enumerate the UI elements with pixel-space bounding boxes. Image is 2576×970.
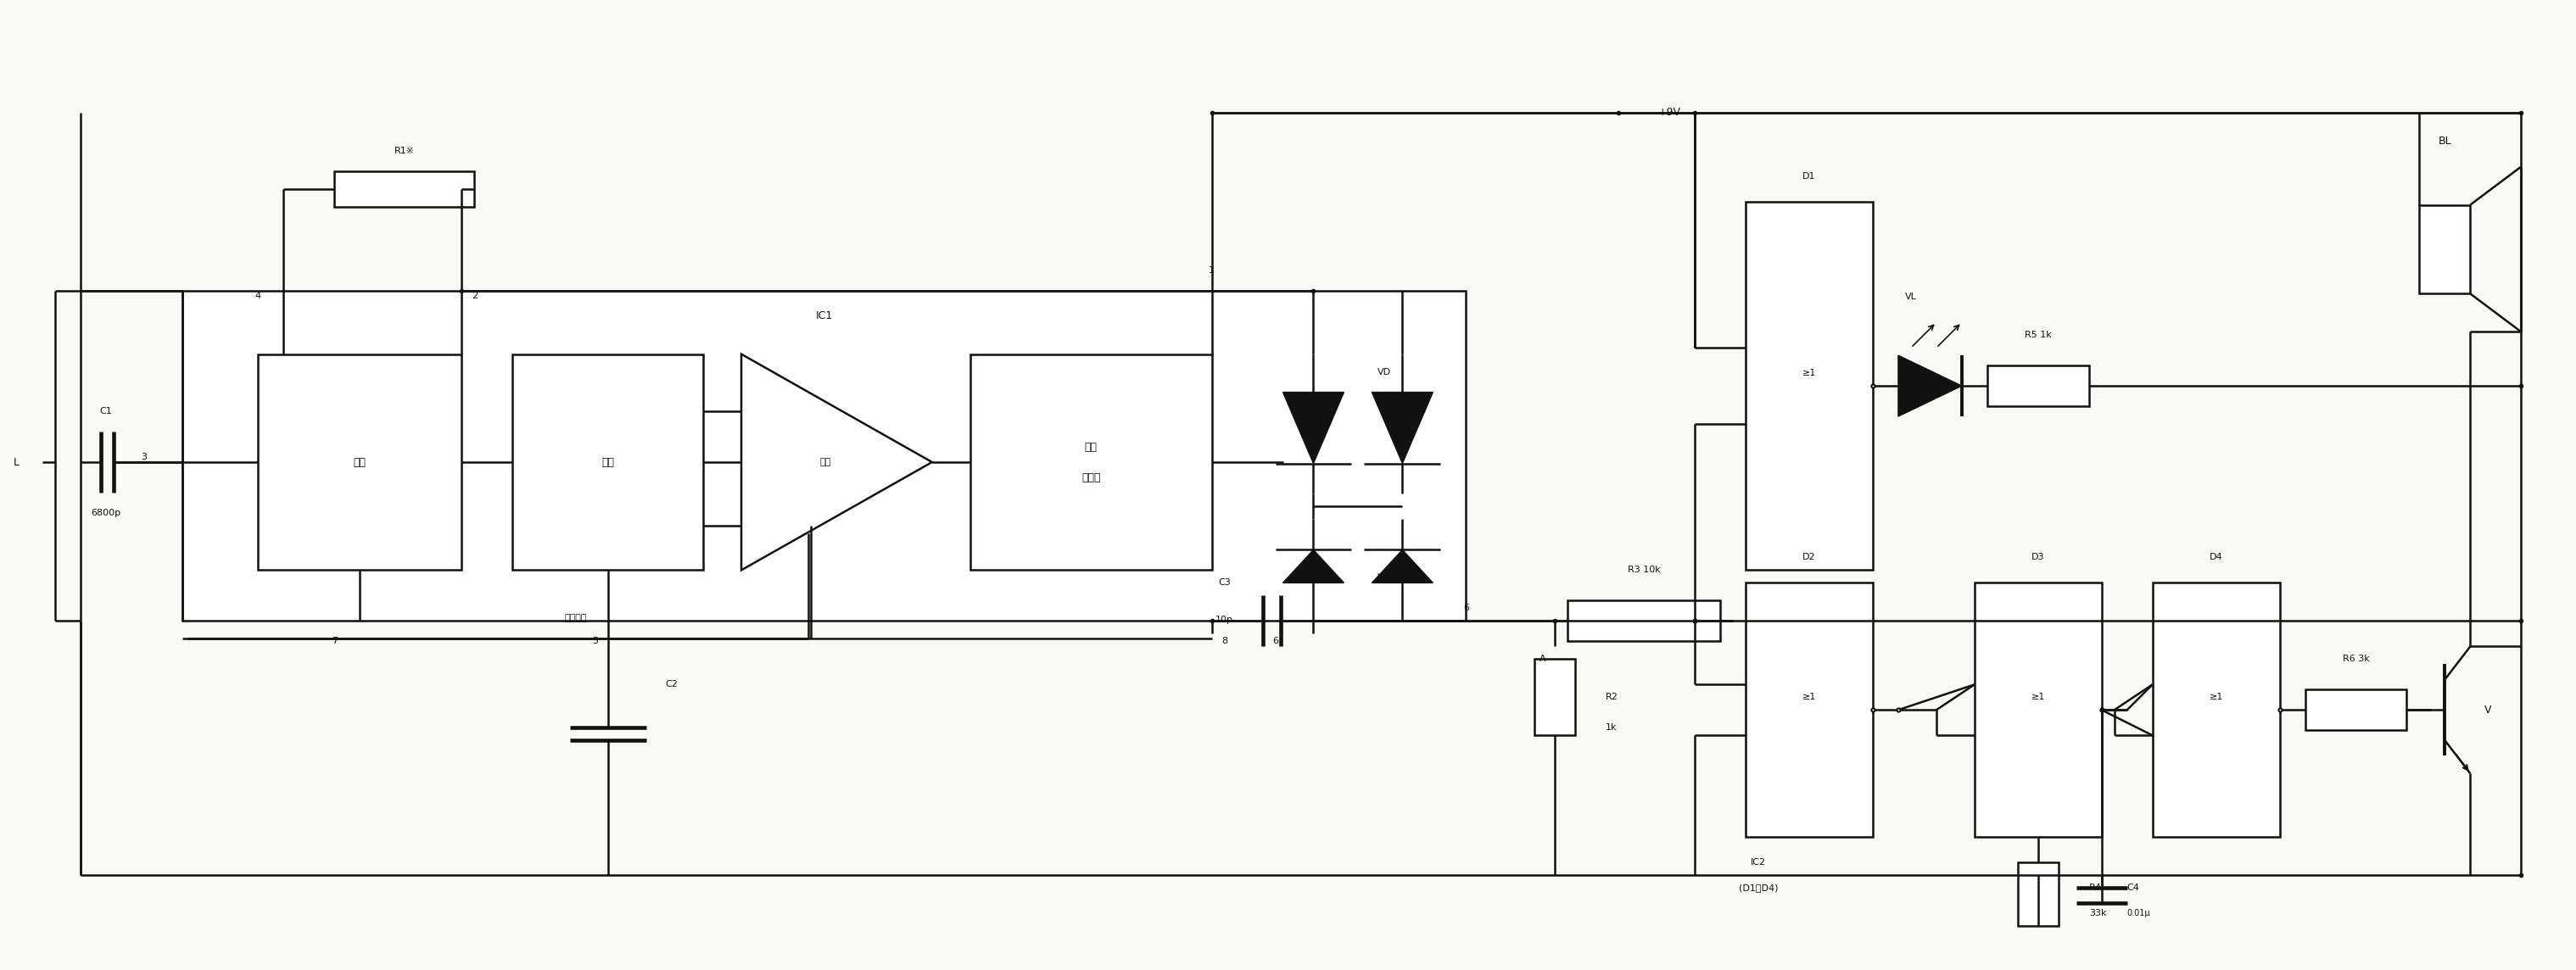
Polygon shape [1283,392,1345,464]
Text: 8: 8 [1221,637,1226,646]
Text: 6800p: 6800p [90,508,121,517]
Text: ≥1: ≥1 [1803,369,1816,377]
Text: 检波: 检波 [600,457,613,468]
Bar [183,291,1466,621]
Text: C3: C3 [1218,579,1231,587]
Text: 33k: 33k [2089,909,2107,918]
Text: VD: VD [1378,368,1391,376]
Text: D1: D1 [1803,172,1816,180]
Text: 振荡: 振荡 [353,457,366,468]
Text: 2: 2 [471,291,477,300]
Bar [1535,659,1577,735]
Text: A: A [1538,655,1546,663]
Bar [258,354,461,570]
Bar [1747,202,1873,570]
Text: R6 3k: R6 3k [2342,655,2370,663]
Text: IC1: IC1 [817,310,832,321]
Text: R4: R4 [2089,884,2102,892]
Text: IC2: IC2 [1752,858,1767,866]
Bar [1986,366,2089,406]
Text: C2: C2 [665,680,677,689]
Bar [971,354,1211,570]
Text: (D1～D4): (D1～D4) [1739,884,1777,892]
Text: C1: C1 [100,407,111,415]
Text: 内部基准: 内部基准 [564,614,587,623]
Bar [1747,583,1873,837]
Text: +9V: +9V [1659,107,1682,118]
Text: 0.01μ: 0.01μ [2128,909,2151,918]
Text: 10p: 10p [1216,616,1234,625]
Text: ≥1: ≥1 [2030,693,2045,701]
Text: R1※: R1※ [394,146,415,155]
Text: 5: 5 [592,637,598,646]
Text: V: V [2483,704,2491,716]
Bar [2306,690,2406,730]
Text: 恒流源: 恒流源 [1082,471,1100,483]
Bar [2419,205,2470,294]
Text: R3 10k: R3 10k [1628,566,1662,574]
Bar [513,354,703,570]
Bar [1569,600,1721,641]
Polygon shape [1283,550,1345,583]
Text: 1: 1 [1208,266,1216,275]
Text: 比较: 比较 [819,458,832,467]
Polygon shape [1373,392,1432,464]
Text: R2: R2 [1605,693,1618,701]
Bar [1976,583,2102,837]
Bar [335,171,474,207]
Text: 6: 6 [1273,637,1278,646]
Text: 4: 4 [255,291,260,300]
Text: D2: D2 [1803,553,1816,562]
Text: R5 1k: R5 1k [2025,331,2050,340]
Text: C4: C4 [2128,884,2141,892]
Text: D4: D4 [2210,553,2223,562]
Text: BL: BL [2439,136,2452,146]
Polygon shape [1373,550,1432,583]
Text: 3: 3 [142,453,147,462]
Text: 1k: 1k [1605,724,1618,732]
Polygon shape [1899,355,1963,416]
Text: VL: VL [1906,293,1917,301]
Text: D3: D3 [2032,553,2045,562]
Text: 6: 6 [1463,604,1468,612]
Text: VS: VS [1378,573,1388,582]
Text: 7: 7 [332,637,337,646]
Text: ≥1: ≥1 [2210,693,2223,701]
Text: 可变: 可变 [1084,441,1097,452]
Bar [2017,862,2058,926]
Bar [2154,583,2280,837]
Text: ≥1: ≥1 [1803,693,1816,701]
Text: L: L [13,457,21,468]
